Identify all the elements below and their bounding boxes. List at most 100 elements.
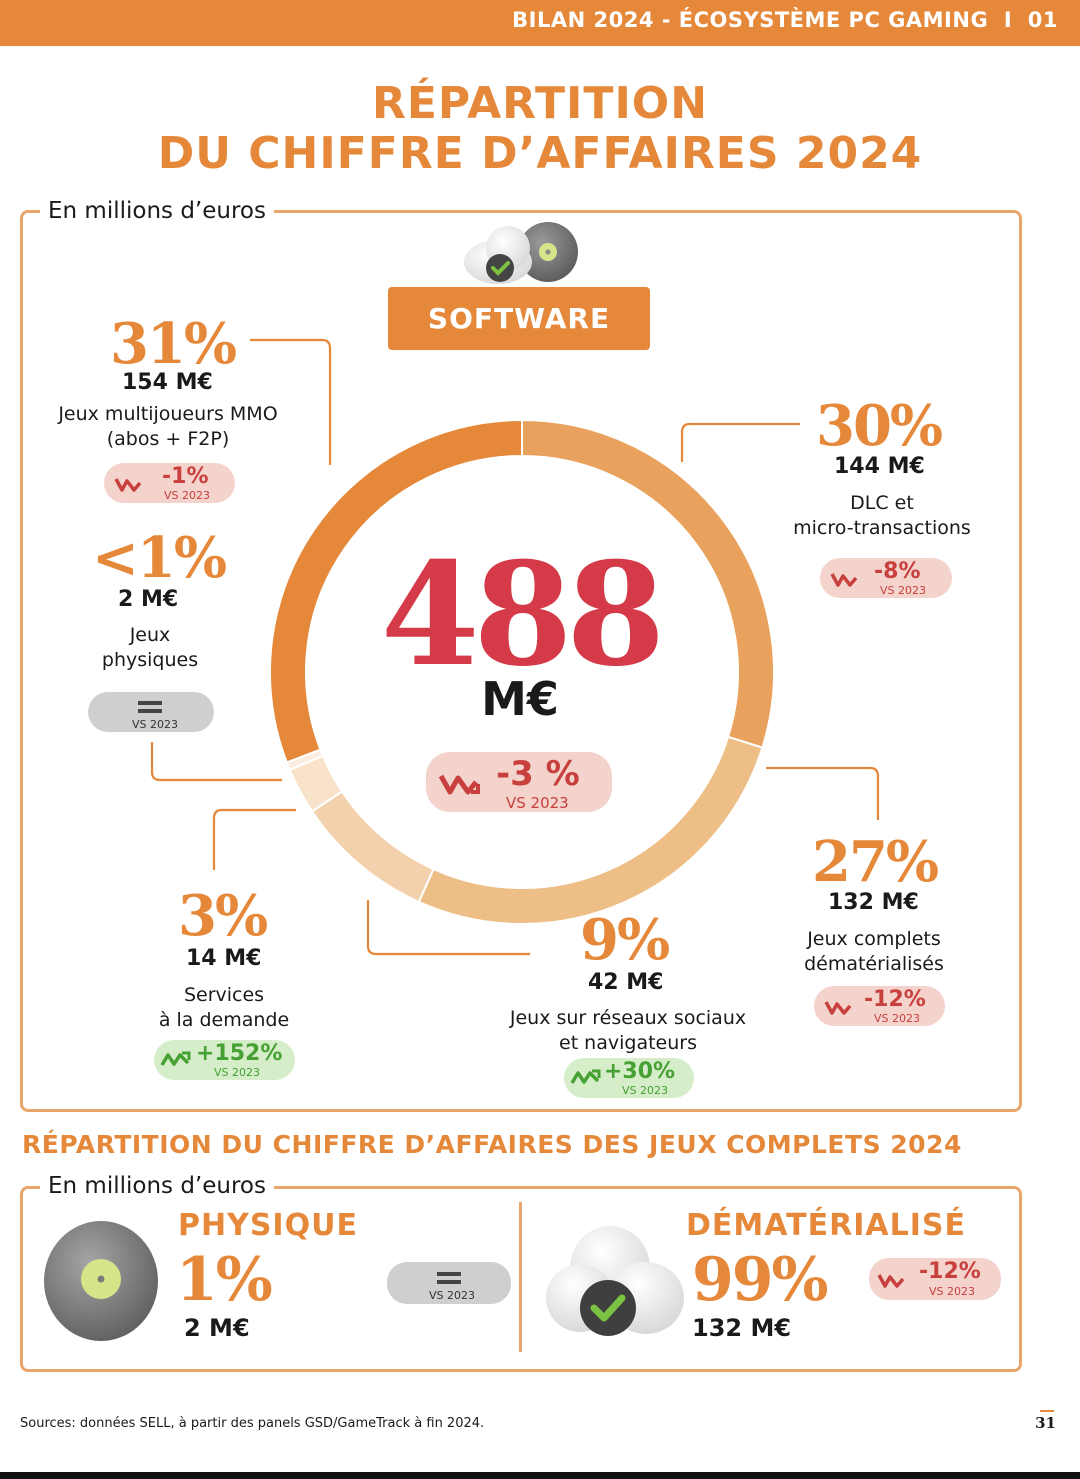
dlc-change: -8% xyxy=(874,559,921,584)
header-separator: I xyxy=(1003,8,1013,32)
physical-change-badge: VS 2023 xyxy=(88,692,214,732)
cloud-check-icon xyxy=(546,1226,684,1336)
dlc-label-line2: micro-transactions xyxy=(793,517,971,539)
page-title-line2: DU CHIFFRE D’AFFAIRES 2024 xyxy=(157,128,923,179)
mmo-change: -1% xyxy=(162,464,209,489)
physical-label-line2: physiques xyxy=(101,649,199,671)
bottom-rule xyxy=(0,1472,1080,1479)
digital-amount: 132 M€ xyxy=(828,890,919,915)
physical-label: Jeux physiques xyxy=(50,623,250,673)
digital-share-vs: VS 2023 xyxy=(929,1285,975,1298)
mmo-pct: 31% xyxy=(110,311,237,377)
physical-heading: PHYSIQUE xyxy=(178,1208,358,1243)
page-title-line1: RÉPARTITION xyxy=(371,78,709,129)
header-bar xyxy=(0,0,1080,46)
trend-down-icon xyxy=(877,1274,905,1288)
services-label-line1: Services xyxy=(183,984,265,1006)
connector-physical xyxy=(150,742,282,782)
mmo-amount: 154 M€ xyxy=(122,370,213,395)
total-unit: M€ xyxy=(481,672,559,726)
physical-change-vs: VS 2023 xyxy=(132,718,178,731)
digital-label-line2: dématérialisés xyxy=(804,953,944,975)
header-left-text: BILAN 2024 - xyxy=(512,8,679,32)
digital-share-change: -12% xyxy=(919,1259,981,1284)
social-label: Jeux sur réseaux sociaux et navigateurs xyxy=(484,1006,772,1056)
full-games-title: RÉPARTITION DU CHIFFRE D’AFFAIRES DES JE… xyxy=(22,1130,962,1159)
mmo-label-line1: Jeux multijoueurs MMO xyxy=(58,403,278,425)
social-change-badge: +30% VS 2023 xyxy=(564,1058,694,1098)
full-games-unit-label: En millions d’euros xyxy=(40,1173,274,1199)
trend-down-icon xyxy=(114,478,142,492)
dlc-label-line1: DLC et xyxy=(850,492,914,514)
services-pct: 3% xyxy=(178,883,268,949)
physical-label-line1: Jeux xyxy=(129,624,171,646)
digital-share: 99% xyxy=(692,1245,829,1315)
total-change-vs: VS 2023 xyxy=(506,794,569,812)
header-title: BILAN 2024 - ÉCOSYSTÈME PC GAMING I 01 xyxy=(512,8,1058,32)
digital-share-amount: 132 M€ xyxy=(692,1314,792,1342)
trend-up-icon xyxy=(160,1051,191,1066)
sources-note: Sources: données SELL, à partir des pane… xyxy=(20,1416,485,1431)
social-label-line1: Jeux sur réseaux sociaux xyxy=(509,1007,747,1029)
connector-services xyxy=(212,808,296,870)
services-change: +152% xyxy=(196,1041,283,1066)
header-bold-text: ÉCOSYSTÈME PC GAMING xyxy=(678,8,989,32)
digital-heading: DÉMATÉRIALISÉ xyxy=(686,1208,966,1243)
donut-slices xyxy=(269,418,775,925)
equal-icon xyxy=(138,701,162,705)
social-pct: 9% xyxy=(580,907,670,973)
connector-digital xyxy=(766,766,880,820)
services-label: Services à la demande xyxy=(124,983,324,1033)
donut-slice xyxy=(269,418,523,764)
total-change-badge: -3 % VS 2023 xyxy=(426,752,612,812)
digital-label: Jeux complets dématérialisés xyxy=(754,927,994,977)
physical-pct: <1% xyxy=(92,525,227,591)
dlc-amount: 144 M€ xyxy=(834,454,925,479)
equal-icon-bar xyxy=(437,1280,461,1284)
mmo-change-badge: -1% VS 2023 xyxy=(104,463,235,503)
trend-down-icon xyxy=(824,1001,852,1015)
digital-change-vs: VS 2023 xyxy=(874,1012,920,1025)
social-amount: 42 M€ xyxy=(588,970,664,995)
connector-mmo xyxy=(250,338,332,465)
header-number: 01 xyxy=(1027,8,1058,32)
section-divider xyxy=(519,1202,522,1352)
trend-up-icon xyxy=(570,1069,601,1084)
dlc-pct: 30% xyxy=(816,393,943,459)
services-change-badge: +152% VS 2023 xyxy=(154,1040,295,1080)
total-value: 488 xyxy=(380,532,665,698)
connector-dlc xyxy=(680,422,800,462)
trend-down-icon xyxy=(830,573,858,587)
equal-icon-bar xyxy=(138,709,162,713)
services-amount: 14 M€ xyxy=(186,946,262,971)
dlc-change-badge: -8% VS 2023 xyxy=(820,558,952,598)
mmo-label: Jeux multijoueurs MMO (abos + F2P) xyxy=(30,402,306,452)
full-games-box xyxy=(20,1186,1022,1372)
connector-lines xyxy=(150,338,880,956)
services-label-line2: à la demande xyxy=(158,1009,290,1031)
unit-label: En millions d’euros xyxy=(40,198,274,224)
equal-icon xyxy=(437,1272,461,1276)
digital-change-badge: -12% VS 2023 xyxy=(814,986,945,1026)
software-label: SOFTWARE xyxy=(388,287,650,350)
services-change-vs: VS 2023 xyxy=(214,1066,260,1079)
page-number: 31 xyxy=(1035,1414,1056,1432)
digital-change: -12% xyxy=(864,987,926,1012)
total-change-value: -3 % xyxy=(496,754,580,794)
physical-share-change-badge: VS 2023 xyxy=(387,1262,511,1304)
social-change-vs: VS 2023 xyxy=(622,1084,668,1097)
disc-icon xyxy=(44,1221,158,1341)
physical-amount: 2 M€ xyxy=(118,587,179,612)
dlc-change-vs: VS 2023 xyxy=(880,584,926,597)
connector-social xyxy=(366,900,530,956)
dlc-label: DLC et micro-transactions xyxy=(762,491,1002,541)
social-label-line2: et navigateurs xyxy=(559,1032,697,1054)
page-number-mark xyxy=(1040,1410,1054,1412)
physical-share-amount: 2 M€ xyxy=(184,1314,250,1342)
trend-down-icon xyxy=(438,774,480,795)
digital-pct: 27% xyxy=(812,829,939,895)
physical-share: 1% xyxy=(176,1245,273,1315)
physical-share-vs: VS 2023 xyxy=(429,1289,475,1302)
donut-chart xyxy=(269,418,775,925)
digital-share-change-badge: -12% VS 2023 xyxy=(869,1258,1001,1300)
